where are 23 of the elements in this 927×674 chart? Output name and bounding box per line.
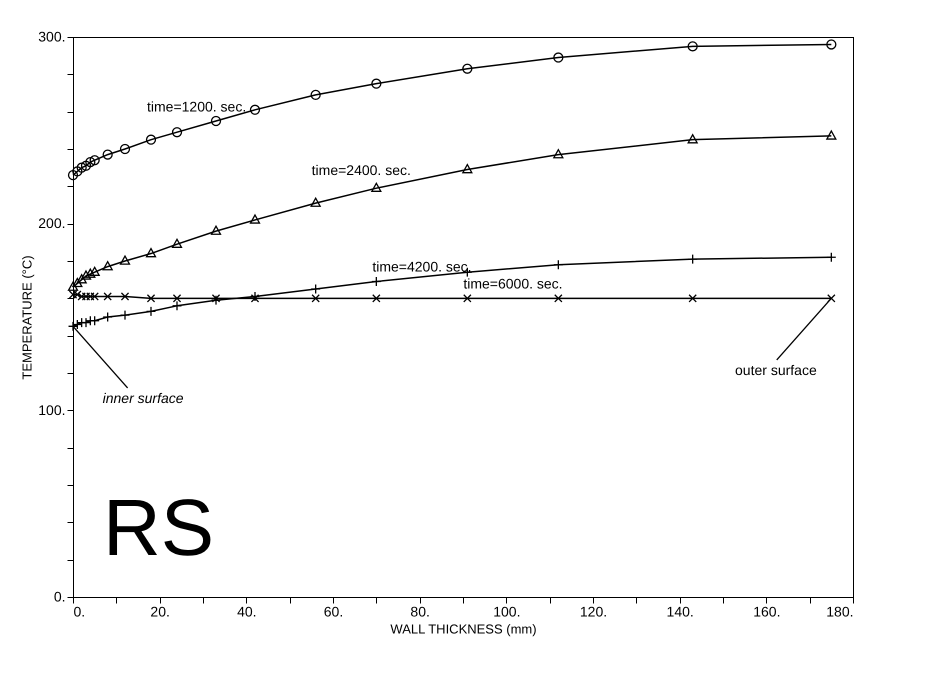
- x-tick-label: 80.: [410, 604, 430, 620]
- y-tick-label: 0.: [54, 588, 66, 604]
- x-tick-label: 100.: [493, 604, 520, 620]
- x-tick-label: 60.: [324, 604, 344, 620]
- series-label: time=4200. sec.: [372, 258, 472, 275]
- series-label: time=1200. sec.: [147, 98, 246, 115]
- y-axis-title: TEMPERATURE (°C): [19, 255, 34, 380]
- y-tick-label: 100.: [38, 402, 66, 418]
- x-tick-label: 0.: [74, 604, 86, 620]
- x-axis-title: WALL THICKNESS (mm): [390, 622, 537, 636]
- annotation: inner surface: [102, 390, 184, 406]
- x-tick-label: 120.: [580, 604, 608, 620]
- annotation: outer surface: [735, 362, 817, 378]
- x-tick-label: 180.: [826, 604, 854, 620]
- series-label: time=2400. sec.: [312, 162, 411, 178]
- y-tick-label: 300.: [38, 28, 66, 44]
- series-label: time=6000. sec.: [463, 275, 563, 292]
- y-tick-label: 200.: [38, 215, 66, 232]
- annotation: RS: [103, 483, 214, 572]
- x-tick-label: 160.: [753, 604, 780, 620]
- x-tick-label: 140.: [666, 604, 694, 620]
- x-tick-label: 40.: [237, 604, 257, 620]
- x-tick-label: 20.: [150, 604, 170, 620]
